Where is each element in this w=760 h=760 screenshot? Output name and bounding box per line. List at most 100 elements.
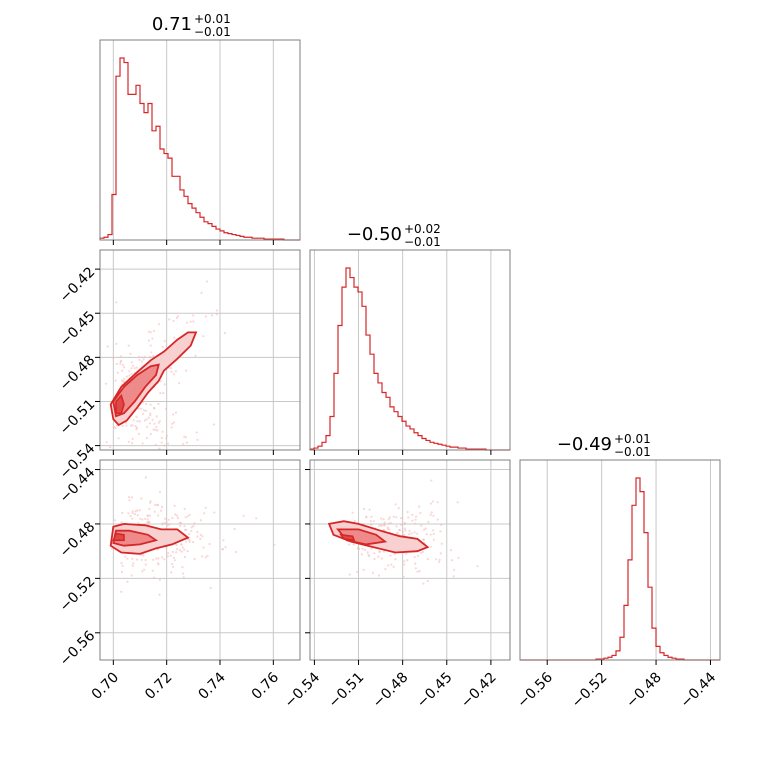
sample-point [147,330,150,333]
sample-point [233,527,236,531]
sample-point [151,418,154,421]
sample-point [184,516,187,519]
sample-point [158,420,161,423]
sample-point [392,515,395,518]
sample-point [204,315,207,318]
sample-point [160,509,163,512]
sample-point [159,380,162,383]
sample-point [163,383,166,386]
sample-point [149,414,152,417]
sample-point [120,590,123,593]
sample-point [430,479,433,482]
sample-point [138,358,141,362]
sample-point [426,580,429,583]
sample-point [185,369,188,372]
sample-point [175,454,177,456]
sample-point [223,332,226,335]
sample-point [153,576,156,579]
sample-point [196,466,198,468]
sample-point [166,555,169,558]
sample-point [186,550,189,553]
x-tick-label: −0.42 [458,670,500,712]
sample-point [126,557,129,560]
sample-point [432,538,435,541]
sample-point [413,531,416,534]
scatter-panel-0-1 [95,249,301,476]
param-title-value: 0.71 [152,14,192,35]
sample-point [192,541,195,544]
sample-point [140,360,144,363]
sample-point [394,558,397,561]
sample-point [137,407,140,410]
sample-point [116,474,118,476]
sample-point [179,521,183,525]
sample-point [180,550,183,553]
sample-point [199,533,202,537]
sample-point [192,320,195,323]
sample-point [171,562,174,566]
sample-point [128,499,131,502]
sample-point [215,309,219,312]
sample-point [153,510,156,513]
sample-point [439,552,442,555]
sample-point [149,403,152,406]
sample-point [400,523,403,526]
histogram-step-line [99,57,300,241]
param-title-value: −0.50 [347,224,402,245]
sample-point [172,373,175,376]
sample-point [244,471,246,473]
panel-content [310,460,510,660]
sample-point [163,558,166,561]
panel-content [100,460,300,660]
sample-point [414,518,417,521]
x-tick-label: −0.54 [282,669,324,711]
sample-point [178,382,181,385]
sample-point [204,556,207,559]
sample-point [418,505,421,508]
sample-point [120,561,123,565]
sample-point [163,444,166,447]
x-tick-label: 0.72 [142,670,175,703]
sample-point [121,511,124,515]
sample-point [130,361,133,364]
sample-point [184,436,187,439]
sample-point [379,550,382,553]
sample-point [175,316,178,319]
sample-point [361,547,364,551]
sample-point [369,520,372,523]
panel-frame [309,459,511,661]
sample-point [112,356,115,359]
sample-point [161,430,164,433]
sample-point [152,406,156,410]
sample-point [393,553,396,556]
sample-point [190,529,193,533]
sample-point [127,496,131,499]
sample-point [125,421,128,425]
sample-point [105,441,108,444]
sample-point [133,367,136,370]
sample-point [123,366,126,369]
sample-point [134,510,137,513]
x-tick-label: −0.52 [569,670,611,712]
x-tick-label: −0.56 [514,669,556,711]
y-tick-label: −0.48 [57,519,99,561]
sample-point [450,559,453,562]
sample-point [196,530,199,534]
sample-point [171,422,174,425]
sample-point [407,516,410,519]
sample-point [114,519,117,522]
sample-point [389,554,392,557]
sample-point [136,420,139,423]
sample-point [147,416,150,419]
sample-point [120,521,123,524]
sample-point [121,424,124,427]
sample-point [157,323,160,326]
sample-point [160,436,163,440]
sample-point [188,540,191,544]
sample-point [144,476,147,479]
sample-point [210,314,214,317]
sample-point [127,344,130,347]
sample-point [215,313,218,316]
sample-point [140,407,143,410]
sample-point [182,442,185,446]
